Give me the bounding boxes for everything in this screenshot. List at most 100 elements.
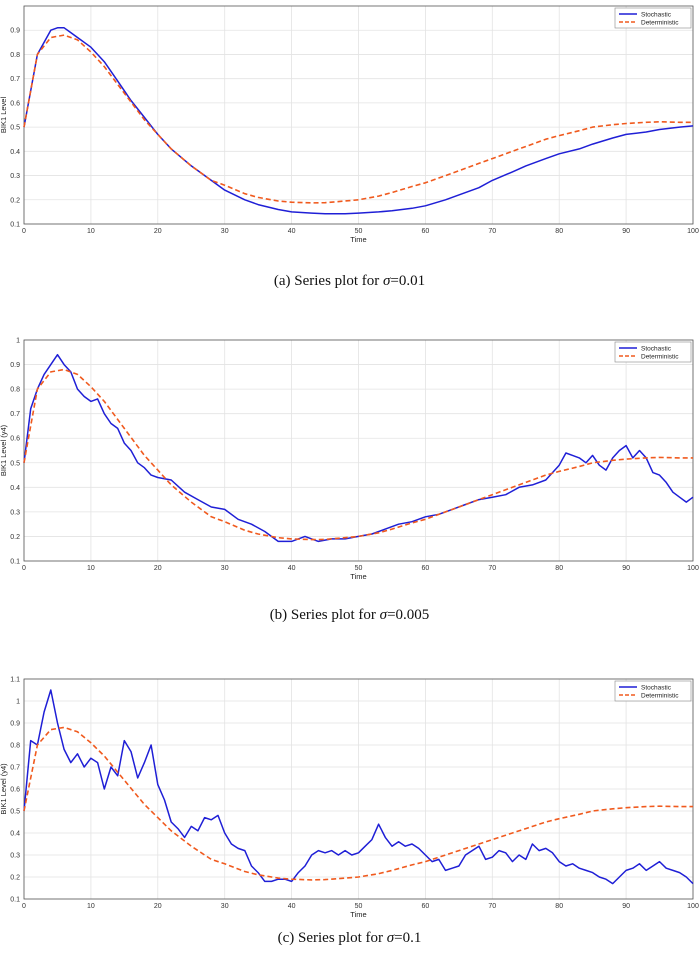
- y-axis-label: BIK1 Level (y4): [0, 763, 8, 815]
- x-tick-label: 40: [288, 903, 296, 910]
- y-tick-label: 0.6: [10, 436, 20, 443]
- x-tick-label: 50: [355, 903, 363, 910]
- y-tick-label: 0.6: [10, 787, 20, 794]
- caption-b-prefix: (b) Series plot for: [269, 607, 380, 623]
- y-tick-label: 0.4: [10, 831, 20, 838]
- x-tick-label: 90: [622, 903, 630, 910]
- y-tick-label: 0.8: [10, 52, 20, 59]
- legend-deterministic-label: Deterministic: [641, 353, 679, 360]
- y-tick-label: 0.5: [10, 809, 20, 816]
- chart-b: 0 10 20 30 40 50 60 70 80 90 100 0.1 0.2 0.3 0.4 0.5 0.6…: [0, 338, 699, 582]
- y-tick-label: 0.8: [10, 387, 20, 394]
- y-tick-label: 0.3: [10, 173, 20, 180]
- legend-box: [614, 7, 692, 29]
- y-tick-label: 0.5: [10, 125, 20, 132]
- y-tick-label: 1.1: [10, 677, 20, 684]
- y-axis-label: BIK1 Level (y4): [0, 424, 8, 476]
- chart-panel-c: 0 10 20 30 40 50 60 70 80 90 100 0.1 0.2 0.3 0.4 0.5 0.6…: [0, 666, 699, 963]
- chart-panel-a: 0 10 20 30 40 50 60 70 80 90 100 0.1 0.2 0.3 0.4 0.5 0.6…: [0, 0, 699, 300]
- legend-stochastic-label: Stochastic: [641, 11, 672, 18]
- x-axis-label: Time: [350, 572, 366, 581]
- x-tick-label: 30: [221, 228, 229, 235]
- x-tick-label: 70: [488, 228, 496, 235]
- stochastic-series-line: [23, 27, 694, 215]
- x-axis-label: Time: [350, 910, 366, 919]
- x-tick-label: 30: [221, 565, 229, 572]
- legend-box: [614, 680, 692, 702]
- caption-c-prefix: (c) Series plot for: [277, 930, 387, 946]
- stochastic-series-line: [23, 689, 694, 885]
- y-tick-label: 0.9: [10, 28, 20, 35]
- x-tick-label: 90: [622, 565, 630, 572]
- y-tick-label: 0.3: [10, 509, 20, 516]
- y-tick-label: 1: [16, 338, 20, 345]
- x-tick-label: 100: [687, 903, 699, 910]
- x-axis-label: Time: [350, 235, 366, 244]
- deterministic-series-line: [23, 726, 693, 881]
- y-tick-label: 0.4: [10, 485, 20, 492]
- x-tick-label: 10: [87, 903, 95, 910]
- x-tick-label: 90: [622, 228, 630, 235]
- chart-panel-b: 0 10 20 30 40 50 60 70 80 90 100 0.1 0.2 0.3 0.4 0.5 0.6…: [0, 330, 699, 630]
- caption-b: (b) Series plot for σ=0.005: [0, 607, 699, 624]
- plot-frame: [23, 5, 694, 225]
- plot-frame: [23, 339, 694, 562]
- x-tick-label: 10: [87, 228, 95, 235]
- y-tick-label: 0.3: [10, 853, 20, 860]
- caption-c: (c) Series plot for σ=0.1: [0, 930, 699, 947]
- x-tick-label: 100: [687, 565, 699, 572]
- x-tick-label: 20: [154, 565, 162, 572]
- x-tick-label: 60: [422, 565, 430, 572]
- y-tick-label: 0.1: [10, 222, 20, 229]
- y-tick-label: 0.2: [10, 197, 20, 204]
- y-tick-label: 0.1: [10, 897, 20, 904]
- y-axis-label: BIK1 Level: [0, 97, 8, 134]
- caption-a-sigma: σ: [383, 273, 391, 289]
- x-tick-label: 70: [488, 903, 496, 910]
- stochastic-series-line: [23, 353, 694, 543]
- x-tick-label: 80: [555, 565, 563, 572]
- y-tick-label: 0.9: [10, 362, 20, 369]
- y-tick-label: 0.2: [10, 875, 20, 882]
- legend-deterministic-label: Deterministic: [641, 19, 679, 26]
- caption-c-suffix: =0.1: [394, 930, 422, 946]
- y-tick-label: 0.6: [10, 100, 20, 107]
- y-tick-label: 0.7: [10, 411, 20, 418]
- plot-frame: [23, 678, 694, 900]
- legend-box: [614, 341, 692, 363]
- deterministic-series-line: [23, 368, 693, 541]
- y-tick-label: 0.5: [10, 460, 20, 467]
- x-tick-label: 40: [288, 565, 296, 572]
- x-tick-label: 0: [22, 565, 26, 572]
- chart-a: 0 10 20 30 40 50 60 70 80 90 100 0.1 0.2 0.3 0.4 0.5 0.6…: [0, 5, 699, 244]
- x-tick-label: 60: [422, 228, 430, 235]
- caption-b-suffix: =0.005: [387, 607, 430, 623]
- x-tick-label: 80: [555, 228, 563, 235]
- x-tick-label: 80: [555, 903, 563, 910]
- y-tick-label: 0.7: [10, 76, 20, 83]
- x-tick-label: 50: [355, 565, 363, 572]
- caption-b-sigma: σ: [379, 607, 388, 623]
- x-tick-label: 60: [422, 903, 430, 910]
- y-tick-label: 0.1: [10, 559, 20, 566]
- caption-a: (a) Series plot for σ=0.01: [0, 273, 699, 290]
- y-tick-label: 1: [16, 699, 20, 706]
- x-tick-label: 0: [22, 228, 26, 235]
- legend-deterministic-label: Deterministic: [641, 692, 679, 699]
- x-tick-label: 70: [488, 565, 496, 572]
- x-tick-label: 10: [87, 565, 95, 572]
- caption-a-suffix: =0.01: [390, 273, 426, 289]
- x-tick-label: 40: [288, 228, 296, 235]
- y-tick-label: 0.4: [10, 149, 20, 156]
- y-tick-label: 0.2: [10, 534, 20, 541]
- y-tick-label: 0.9: [10, 721, 20, 728]
- y-tick-label: 0.8: [10, 743, 20, 750]
- legend-stochastic-label: Stochastic: [641, 345, 672, 352]
- x-tick-label: 50: [355, 228, 363, 235]
- x-tick-label: 20: [154, 228, 162, 235]
- chart-c: 0 10 20 30 40 50 60 70 80 90 100 0.1 0.2 0.3 0.4 0.5 0.6…: [0, 677, 699, 920]
- y-tick-label: 0.7: [10, 765, 20, 772]
- caption-a-prefix: (a) Series plot for: [273, 273, 383, 289]
- x-tick-label: 30: [221, 903, 229, 910]
- x-tick-label: 100: [687, 228, 699, 235]
